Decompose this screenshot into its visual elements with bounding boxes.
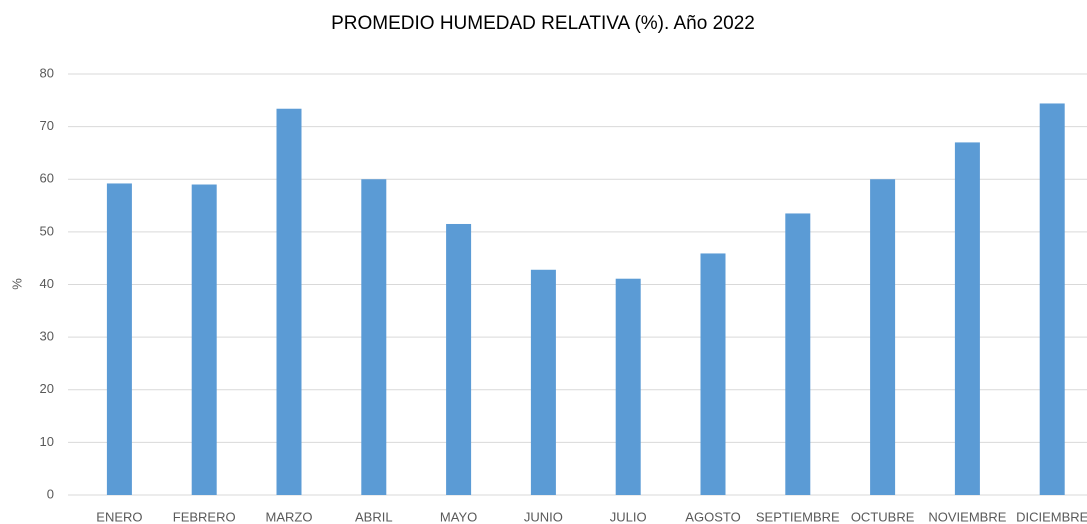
bar	[700, 253, 726, 495]
x-tick-label: ABRIL	[355, 509, 393, 524]
y-tick-label: 0	[47, 486, 54, 501]
y-tick-label: 20	[40, 381, 54, 396]
y-tick-label: 80	[40, 65, 54, 80]
bar	[785, 213, 811, 496]
y-tick-label: 40	[40, 276, 54, 291]
x-tick-label: NOVIEMBRE	[928, 509, 1006, 524]
x-tick-label: MARZO	[266, 509, 313, 524]
y-tick-label: 30	[40, 329, 54, 344]
bar	[106, 183, 132, 495]
y-tick-label: 10	[40, 434, 54, 449]
bar	[870, 179, 896, 495]
x-tick-label: MAYO	[440, 509, 477, 524]
bar	[530, 269, 556, 495]
bar	[361, 179, 387, 495]
x-tick-label: OCTUBRE	[851, 509, 915, 524]
x-tick-label: ENERO	[96, 509, 142, 524]
y-tick-label: 50	[40, 223, 54, 238]
bar	[276, 108, 302, 496]
x-tick-label: DICIEMBRE	[1016, 509, 1087, 524]
y-axis-label: %	[9, 278, 24, 290]
y-tick-label: 70	[40, 118, 54, 133]
x-tick-label: AGOSTO	[685, 509, 740, 524]
bar	[1039, 103, 1065, 495]
chart-title: PROMEDIO HUMEDAD RELATIVA (%). Año 2022	[331, 13, 755, 34]
x-tick-label: SEPTIEMBRE	[756, 509, 840, 524]
x-tick-label: JULIO	[610, 509, 647, 524]
x-tick-label: FEBRERO	[173, 509, 236, 524]
y-tick-label: 60	[40, 171, 54, 186]
bar	[954, 142, 980, 495]
x-tick-label: JUNIO	[524, 509, 563, 524]
bar	[615, 278, 641, 495]
bar	[191, 184, 217, 495]
bar	[446, 223, 472, 495]
